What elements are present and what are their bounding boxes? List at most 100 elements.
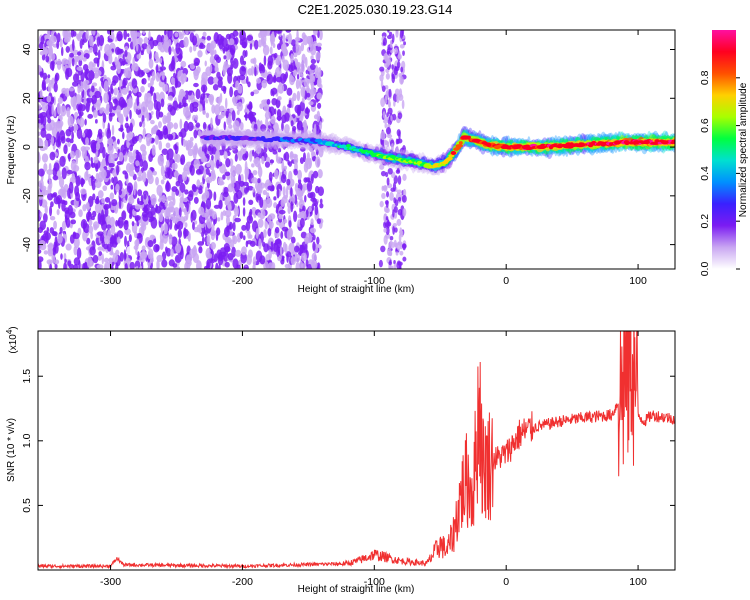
noise-blob <box>244 112 248 121</box>
noise-blob <box>255 120 261 126</box>
noise-blob <box>387 30 390 33</box>
noise-blob <box>303 177 308 183</box>
noise-blob <box>166 115 171 124</box>
noise-blob <box>38 41 44 50</box>
noise-blob <box>116 30 123 42</box>
noise-blob <box>73 245 78 256</box>
noise-blob <box>51 53 56 61</box>
noise-blob <box>285 30 292 33</box>
noise-blob <box>395 145 399 155</box>
noise-blob <box>292 70 297 77</box>
noise-blob <box>258 238 262 250</box>
noise-blob <box>290 256 296 266</box>
noise-blob <box>315 148 319 156</box>
noise-blob <box>317 102 322 109</box>
noise-blob <box>124 50 128 58</box>
noise-blob <box>109 216 115 228</box>
noise-blob <box>301 53 306 65</box>
noise-blob <box>76 247 82 260</box>
noise-blob <box>211 154 214 161</box>
noise-blob <box>254 66 257 77</box>
noise-blob <box>206 258 211 268</box>
noise-blob <box>123 30 128 40</box>
noise-blob <box>192 252 199 264</box>
noise-blob <box>201 231 205 238</box>
ridge-peak <box>501 145 511 150</box>
noise-blob <box>63 36 70 43</box>
noise-blob <box>66 169 73 175</box>
noise-blob <box>129 122 133 133</box>
noise-blob <box>306 180 313 192</box>
noise-blob <box>125 67 132 79</box>
noise-blob <box>402 256 407 262</box>
noise-blob <box>281 160 285 172</box>
noise-blob <box>42 72 48 80</box>
noise-blob <box>197 50 203 58</box>
noise-blob <box>183 36 189 48</box>
ridge-peak <box>450 150 457 155</box>
x-tick-label: -200 <box>232 576 253 588</box>
noise-blob <box>252 187 255 193</box>
noise-blob <box>78 209 83 218</box>
noise-blob <box>229 44 236 56</box>
noise-blob <box>224 200 229 206</box>
noise-blob <box>140 85 145 93</box>
noise-blob <box>97 190 104 199</box>
noise-blob <box>155 92 160 100</box>
noise-blob <box>286 229 292 241</box>
noise-blob <box>97 49 101 60</box>
noise-blob <box>195 122 201 128</box>
noise-blob <box>234 206 239 217</box>
noise-blob <box>143 36 149 45</box>
noise-blob <box>79 117 85 128</box>
noise-blob <box>39 179 44 191</box>
noise-blob <box>140 222 146 228</box>
noise-blob <box>106 243 112 252</box>
noise-blob <box>258 182 266 189</box>
noise-blob <box>251 177 258 184</box>
noise-blob <box>253 39 259 50</box>
noise-blob <box>238 173 241 185</box>
noise-blob <box>256 195 262 201</box>
noise-blob <box>222 64 227 77</box>
noise-blob <box>191 209 197 221</box>
y-tick-label: 0 <box>21 144 33 150</box>
chart-title: C2E1.2025.030.19.23.G14 <box>297 2 453 17</box>
noise-blob <box>51 103 55 116</box>
noise-blob <box>180 60 187 68</box>
noise-blob <box>155 203 158 213</box>
noise-blob <box>65 45 70 53</box>
noise-blob <box>38 119 44 124</box>
ridge-peak <box>623 140 630 145</box>
noise-blob <box>300 252 307 262</box>
noise-blob <box>309 227 317 234</box>
noise-blob <box>223 151 228 160</box>
noise-blob <box>144 93 149 104</box>
noise-blob <box>142 127 147 140</box>
noise-blob <box>134 239 140 247</box>
noise-blob <box>50 35 57 43</box>
noise-blob <box>53 231 58 237</box>
noise-blob <box>119 251 124 262</box>
noise-blob <box>392 181 397 192</box>
noise-blob <box>140 101 148 112</box>
noise-blob <box>103 80 109 93</box>
noise-blob <box>41 153 49 163</box>
ridge-peak <box>511 145 521 150</box>
noise-blob <box>316 42 322 47</box>
noise-blob <box>308 43 312 48</box>
noise-blob <box>102 185 108 192</box>
noise-blob <box>394 47 399 55</box>
noise-blob <box>147 211 153 218</box>
noise-blob <box>205 99 209 104</box>
noise-blob <box>53 259 60 265</box>
noise-blob <box>153 243 160 253</box>
noise-blob <box>41 102 49 112</box>
noise-blob <box>38 151 41 163</box>
noise-blob <box>310 151 315 157</box>
noise-blob <box>284 124 290 134</box>
noise-blob <box>169 217 173 230</box>
x-tick-label: -300 <box>100 275 121 287</box>
noise-blob <box>290 39 297 47</box>
noise-blob <box>167 95 173 101</box>
